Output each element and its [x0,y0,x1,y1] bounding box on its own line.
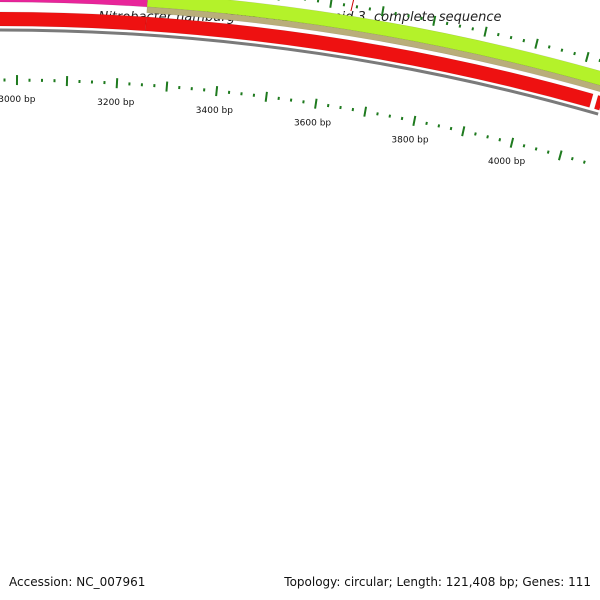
tick-inner [165,81,169,92]
tick-outer [445,21,449,26]
tick-outer [496,32,500,37]
tick-outer [560,48,564,52]
tick-outer [277,0,280,1]
tick-outer [483,26,488,37]
tick-outer [522,38,526,43]
feature-layer [0,0,600,111]
tick-inner [215,86,219,97]
tick-inner [425,121,428,126]
tick-inner [400,116,404,121]
tick-outer [534,38,539,49]
accession-text: Accession: NC_007961 [9,575,146,589]
tick-outer [509,35,513,40]
tick-inner [388,114,392,118]
feature-red-2 [145,16,594,108]
tick-outer [394,11,397,16]
backbone-arc [0,28,599,116]
tick-outer [329,0,333,8]
tick-outer [380,6,385,17]
tick-inner [582,160,586,164]
tick-outer [407,14,410,18]
tick-inner [557,150,563,161]
tick-inner [570,157,574,161]
tick-outer [547,45,551,49]
ruler-label: 3800 bp [391,135,428,145]
feature-olive [146,6,600,93]
tick-inner [115,78,119,89]
tick-inner [534,147,538,151]
tick-inner [376,112,379,116]
tick-inner [437,124,441,128]
ruler-label: 4000 bp [488,157,525,167]
summary-text: Topology: circular; Length: 121,408 bp; … [284,575,591,589]
tick-inner [314,98,318,109]
feature-red-3 [593,94,600,111]
tick-inner [486,135,489,139]
tick-outer [420,16,423,20]
tick-inner [449,126,453,131]
tick-layer [3,0,600,164]
ruler-label: 3400 bp [196,106,233,116]
ruler-label: 3200 bp [97,98,134,108]
tick-outer [584,51,590,63]
tick-outer [458,24,462,28]
gene-label-leader [350,0,355,12]
tick-inner [546,150,550,154]
feature-magenta [0,0,148,8]
tick-outer [432,15,437,26]
tick-inner [412,115,417,126]
tick-inner [498,138,502,142]
tick-inner [363,106,368,117]
tick-inner [474,132,477,136]
tick-outer [471,27,475,31]
tick-inner [522,144,526,148]
ruler-label: 3000 bp [0,95,36,105]
tick-inner [461,126,466,137]
tick-outer [573,51,576,56]
backbone-layer [0,28,599,116]
ruler-label: 3600 bp [294,118,331,128]
tick-inner [509,137,515,148]
tick-inner [264,91,268,102]
